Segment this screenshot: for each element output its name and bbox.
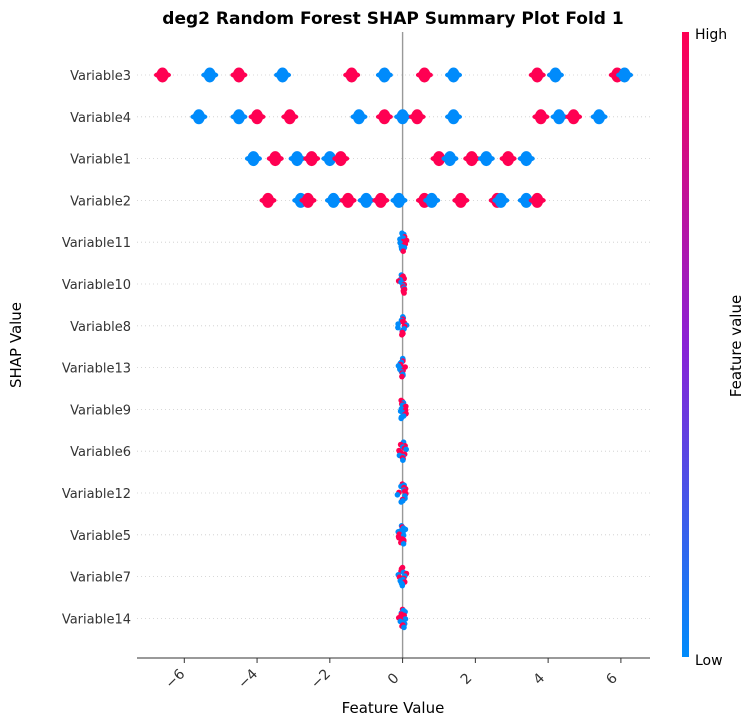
- shap-cluster-spread: [190, 113, 208, 121]
- shap-cluster-spread: [266, 155, 284, 163]
- shap-point: [399, 332, 405, 338]
- shap-cluster-spread: [499, 155, 517, 163]
- shap-cluster-spread: [528, 71, 546, 79]
- shap-cluster-spread: [274, 71, 292, 79]
- chart-title: deg2 Random Forest SHAP Summary Plot Fol…: [162, 9, 623, 29]
- feature-label-variable5: Variable5: [70, 529, 131, 544]
- colorbar: [682, 32, 689, 657]
- colorbar-title: Feature value: [727, 295, 745, 397]
- shap-cluster-spread: [477, 155, 495, 163]
- shap-cluster-spread: [517, 155, 535, 163]
- shap-point: [395, 324, 401, 331]
- shap-cluster-spread: [230, 71, 248, 79]
- feature-label-variable10: Variable10: [62, 278, 131, 293]
- feature-label-variable9: Variable9: [70, 403, 131, 418]
- x-tick-label: 0: [385, 670, 403, 688]
- x-axis-ticks: −6 −4 −2 0 2 4 6: [163, 658, 622, 692]
- shap-cluster-spread: [332, 155, 350, 163]
- shap-cluster-spread: [350, 113, 368, 121]
- colorbar-low-label: Low: [695, 653, 723, 669]
- shap-cluster-spread: [372, 196, 390, 204]
- shap-cluster-spread: [445, 71, 463, 79]
- shap-cluster-spread: [452, 196, 470, 204]
- shap-point: [400, 541, 407, 547]
- shap-cluster-spread: [288, 155, 306, 163]
- shap-cluster-spread: [299, 196, 317, 204]
- feature-label-variable4: Variable4: [70, 111, 131, 126]
- shap-cluster-spread: [492, 196, 510, 204]
- shap-point: [394, 492, 401, 498]
- shap-cluster-spread: [303, 155, 321, 163]
- shap-point: [399, 373, 405, 380]
- shap-cluster-spread: [528, 196, 546, 204]
- x-tick-label: 6: [603, 670, 621, 688]
- shap-point: [400, 457, 406, 464]
- shap-cluster-spread: [390, 196, 408, 204]
- feature-label-variable11: Variable11: [62, 236, 131, 251]
- shap-cluster-spread: [357, 196, 375, 204]
- x-tick-label: 4: [530, 670, 548, 688]
- x-tick-label: −2: [308, 666, 334, 692]
- shap-cluster-spread: [339, 196, 357, 204]
- shap-cluster-spread: [248, 113, 266, 121]
- shap-cluster-spread: [415, 71, 433, 79]
- shap-point: [399, 582, 406, 589]
- shap-point: [401, 290, 407, 296]
- shap-cluster-spread: [616, 71, 634, 79]
- shap-cluster-spread: [201, 71, 219, 79]
- row-gridlines: [137, 74, 650, 619]
- shap-cluster-spread: [375, 113, 393, 121]
- shap-point: [398, 415, 404, 422]
- shap-cluster-spread: [343, 71, 361, 79]
- shap-cluster-spread: [565, 113, 583, 121]
- y-axis-label: SHAP Value: [7, 302, 25, 388]
- feature-label-variable13: Variable13: [62, 362, 131, 377]
- shap-cluster-spread: [445, 113, 463, 121]
- shap-cluster-spread: [230, 113, 248, 121]
- shap-cluster-spread: [324, 196, 342, 204]
- feature-labels: Variable3 Variable4 Variable1 Variable2 Vari…: [62, 69, 131, 627]
- shap-points: [153, 67, 634, 631]
- feature-label-variable12: Variable12: [62, 487, 131, 502]
- x-tick-label: −6: [163, 666, 189, 692]
- shap-point: [400, 248, 406, 254]
- feature-label-variable14: Variable14: [62, 612, 131, 627]
- shap-cluster-spread: [590, 113, 608, 121]
- feature-label-variable3: Variable3: [70, 69, 131, 84]
- feature-label-variable1: Variable1: [70, 153, 131, 168]
- feature-label-variable2: Variable2: [70, 194, 131, 209]
- shap-cluster-spread: [394, 113, 412, 121]
- shap-cluster-spread: [408, 113, 426, 121]
- shap-cluster-spread: [441, 155, 459, 163]
- shap-cluster-spread: [546, 71, 564, 79]
- x-axis-label: Feature Value: [342, 699, 445, 717]
- shap-cluster-spread: [463, 155, 481, 163]
- x-tick-label: −4: [235, 666, 261, 692]
- shap-point: [403, 446, 410, 453]
- colorbar-high-label: High: [695, 27, 727, 43]
- shap-cluster-spread: [423, 196, 441, 204]
- feature-label-variable6: Variable6: [70, 445, 131, 460]
- shap-cluster-spread: [281, 113, 299, 121]
- shap-cluster-spread: [259, 196, 277, 204]
- shap-cluster-spread: [153, 71, 171, 79]
- shap-point: [398, 499, 404, 505]
- shap-cluster-spread: [375, 71, 393, 79]
- feature-label-variable8: Variable8: [70, 320, 131, 335]
- shap-cluster-spread: [550, 113, 568, 121]
- shap-point: [401, 624, 407, 631]
- feature-label-variable7: Variable7: [70, 571, 131, 586]
- shap-cluster-spread: [532, 113, 550, 121]
- x-tick-label: 2: [458, 670, 476, 688]
- shap-cluster-spread: [244, 155, 262, 163]
